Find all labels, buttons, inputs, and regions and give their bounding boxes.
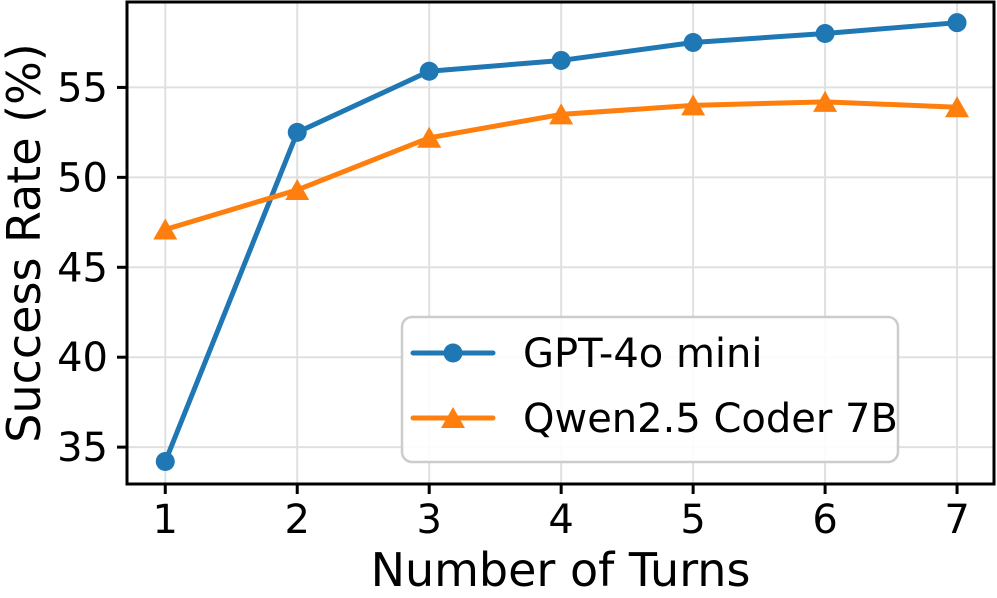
series-marker-gpt-4o-mini <box>155 452 175 472</box>
x-tick-label: 5 <box>680 497 705 543</box>
legend-box <box>400 315 900 464</box>
legend-circle-icon <box>443 343 463 363</box>
series-marker-gpt-4o-mini <box>815 23 835 43</box>
x-tick-label: 2 <box>285 497 310 543</box>
legend-triangle-icon <box>441 407 465 428</box>
series-marker-qwen2-5-coder-7b <box>945 96 970 118</box>
series-marker-qwen2-5-coder-7b <box>549 103 574 125</box>
x-tick-label: 7 <box>944 497 969 543</box>
series-gpt-4o-mini <box>155 13 967 472</box>
x-tick-label: 1 <box>153 497 178 543</box>
legend-label-qwen2-5-coder-7b: Qwen2.5 Coder 7B <box>523 396 898 442</box>
tick-marks <box>117 85 959 494</box>
y-tick-label: 50 <box>57 155 108 201</box>
series-marker-gpt-4o-mini <box>683 32 703 52</box>
series-marker-qwen2-5-coder-7b <box>153 218 178 240</box>
x-tick-label: 4 <box>548 497 573 543</box>
legend-label-gpt-4o-mini: GPT-4o mini <box>523 331 763 377</box>
legend: GPT-4o mini Qwen2.5 Coder 7B <box>400 315 900 464</box>
y-tick-label: 45 <box>57 245 108 291</box>
series-qwen2-5-coder-7b <box>153 90 970 240</box>
y-tick-label: 35 <box>57 425 108 471</box>
x-tick-label: 3 <box>416 497 441 543</box>
series-marker-gpt-4o-mini <box>947 13 967 33</box>
series-marker-qwen2-5-coder-7b <box>681 94 706 116</box>
series-marker-qwen2-5-coder-7b <box>813 90 838 112</box>
series-marker-qwen2-5-coder-7b <box>285 178 310 200</box>
y-tick-label: 55 <box>57 65 108 111</box>
series-marker-gpt-4o-mini <box>287 122 307 142</box>
series-marker-gpt-4o-mini <box>551 50 571 70</box>
y-tick-label: 40 <box>57 335 108 381</box>
series-marker-gpt-4o-mini <box>419 61 439 81</box>
x-axis-label: Number of Turns <box>371 543 751 597</box>
x-tick-label: 6 <box>812 497 837 543</box>
y-axis-label: Success Rate (%) <box>0 43 51 443</box>
series-marker-qwen2-5-coder-7b <box>417 126 442 148</box>
